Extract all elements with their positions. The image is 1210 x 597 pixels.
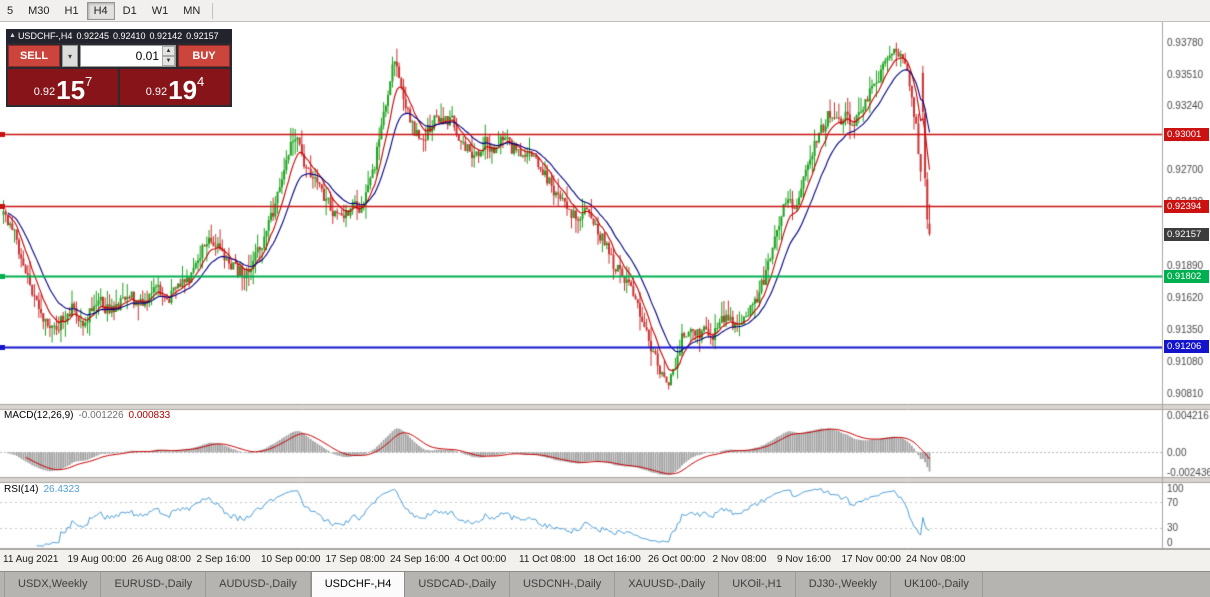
time-axis-label: 17 Sep 08:00 [325, 554, 386, 565]
sell-price-sup: 7 [85, 74, 93, 89]
time-axis-label: 17 Nov 00:00 [841, 554, 902, 565]
volume-input[interactable] [81, 46, 175, 66]
volume-increase-button[interactable]: ▲ [162, 46, 175, 56]
close-value: 0.92157 [186, 31, 219, 41]
time-axis-label: 9 Nov 16:00 [777, 554, 831, 565]
time-axis[interactable]: 11 Aug 2021 19 Aug 00:00 26 Aug 08:00 2 Sep… [0, 549, 1210, 571]
macd-value-1: -0.001226 [78, 410, 124, 421]
price-tag-0.92394: 0.92394 [1164, 199, 1209, 213]
sell-price-big: 15 [56, 74, 86, 105]
trade-controls-row: SELL ▾ ▲ ▼ BUY [8, 45, 230, 67]
price-tag-0.91206: 0.91206 [1164, 340, 1209, 354]
time-axis-label: 26 Aug 08:00 [132, 554, 191, 565]
macd-indicator-label: MACD(12,26,9) -0.001226 0.000833 [4, 410, 170, 421]
collapse-triangle-icon[interactable]: ▲ [9, 32, 16, 39]
time-axis-label: 19 Aug 00:00 [67, 554, 127, 565]
rsi-value: 26.4323 [43, 484, 80, 495]
timeframe-toolbar: 5 M30 H1 H4 D1 W1 MN [0, 0, 1210, 22]
chart-info-bar: ▲ USDCHF-,H4 0.92245 0.92410 0.92142 0.9… [6, 29, 232, 43]
timeframe-button-m30[interactable]: M30 [21, 2, 56, 20]
price-scale[interactable]: 0.93001 0.92394 0.92157 0.91802 0.91206 [1163, 22, 1210, 549]
low-value: 0.92142 [149, 31, 183, 41]
rsi-indicator-label: RSI(14) 26.4323 [4, 484, 80, 495]
volume-field: ▲ ▼ [80, 45, 176, 67]
time-axis-label: 4 Oct 00:00 [454, 554, 507, 565]
sell-price-display[interactable]: 0.92 15 7 [8, 69, 118, 105]
time-axis-label: 11 Oct 08:00 [519, 554, 576, 565]
time-axis-label: 2 Nov 08:00 [712, 554, 767, 565]
macd-title: MACD(12,26,9) [4, 410, 74, 421]
sell-button[interactable]: SELL [8, 45, 60, 67]
chart-tab-ukoil[interactable]: UKOil-,H1 [719, 572, 796, 597]
price-tag-0.92157: 0.92157 [1164, 227, 1209, 241]
timeframe-button-m5[interactable]: 5 [0, 2, 20, 20]
volume-spinner: ▲ ▼ [162, 46, 175, 66]
trade-prices-row: 0.92 15 7 0.92 19 4 [8, 69, 230, 105]
time-axis-label: 11 Aug 2021 [3, 554, 59, 565]
timeframe-button-h4[interactable]: H4 [86, 1, 115, 20]
volume-dropdown-button[interactable]: ▾ [62, 45, 78, 67]
chart-tab-usdcnh[interactable]: USDCNH-,Daily [510, 572, 616, 597]
time-axis-label: 24 Nov 08:00 [906, 554, 966, 565]
chart-tab-usdchf[interactable]: USDCHF-,H4 [310, 572, 406, 597]
time-axis-label: 26 Oct 00:00 [648, 554, 706, 565]
chart-tab-usdx[interactable]: USDX,Weekly [4, 572, 102, 597]
chart-tab-uk100[interactable]: UK100-,Daily [891, 572, 983, 597]
buy-button[interactable]: BUY [178, 45, 230, 67]
chevron-down-icon: ▾ [67, 51, 72, 61]
chart-tab-eurusd[interactable]: EURUSD-,Daily [101, 572, 207, 597]
timeframe-button-d1[interactable]: D1 [116, 2, 144, 20]
high-value: 0.92410 [113, 31, 146, 41]
time-axis-label: 2 Sep 16:00 [196, 554, 251, 565]
chart-tabs-bar: USDX,Weekly EURUSD-,Daily AUDUSD-,Daily … [0, 571, 1210, 597]
chart-tab-audusd[interactable]: AUDUSD-,Daily [206, 572, 311, 597]
trade-panel-body: SELL ▾ ▲ ▼ BUY 0.92 [6, 43, 232, 107]
macd-value-2: 0.000833 [128, 410, 171, 421]
chart-tab-dj30[interactable]: DJ30-,Weekly [796, 572, 892, 597]
buy-price-sup: 4 [197, 74, 205, 89]
toolbar-separator [212, 2, 214, 19]
price-tag-0.91802: 0.91802 [1164, 269, 1209, 283]
time-axis-label: 24 Sep 16:00 [390, 554, 450, 565]
timeframe-button-mn[interactable]: MN [176, 2, 207, 20]
chart-tab-xauusd[interactable]: XAUUSD-,Daily [615, 572, 720, 597]
open-value: 0.92245 [76, 31, 109, 41]
price-tag-0.93001: 0.93001 [1164, 127, 1209, 141]
timeframe-button-h1[interactable]: H1 [58, 2, 86, 20]
buy-price-big: 19 [168, 74, 198, 105]
one-click-trading-panel: ▲ USDCHF-,H4 0.92245 0.92410 0.92142 0.9… [6, 29, 232, 107]
price-chart-canvas[interactable] [0, 22, 1210, 549]
sell-price-prefix: 0.92 [33, 86, 56, 98]
time-axis-label: 18 Oct 16:00 [583, 554, 641, 565]
chart-area: ▲ USDCHF-,H4 0.92245 0.92410 0.92142 0.9… [0, 22, 1210, 571]
timeframe-button-w1[interactable]: W1 [145, 2, 176, 20]
rsi-title: RSI(14) [4, 484, 39, 495]
buy-price-display[interactable]: 0.92 19 4 [120, 69, 230, 105]
symbol-label: USDCHF-,H4 [17, 31, 73, 41]
chart-tab-usdcad[interactable]: USDCAD-,Daily [405, 572, 510, 597]
time-axis-label: 10 Sep 00:00 [261, 554, 321, 565]
buy-price-prefix: 0.92 [145, 86, 168, 98]
volume-decrease-button[interactable]: ▼ [162, 56, 175, 66]
